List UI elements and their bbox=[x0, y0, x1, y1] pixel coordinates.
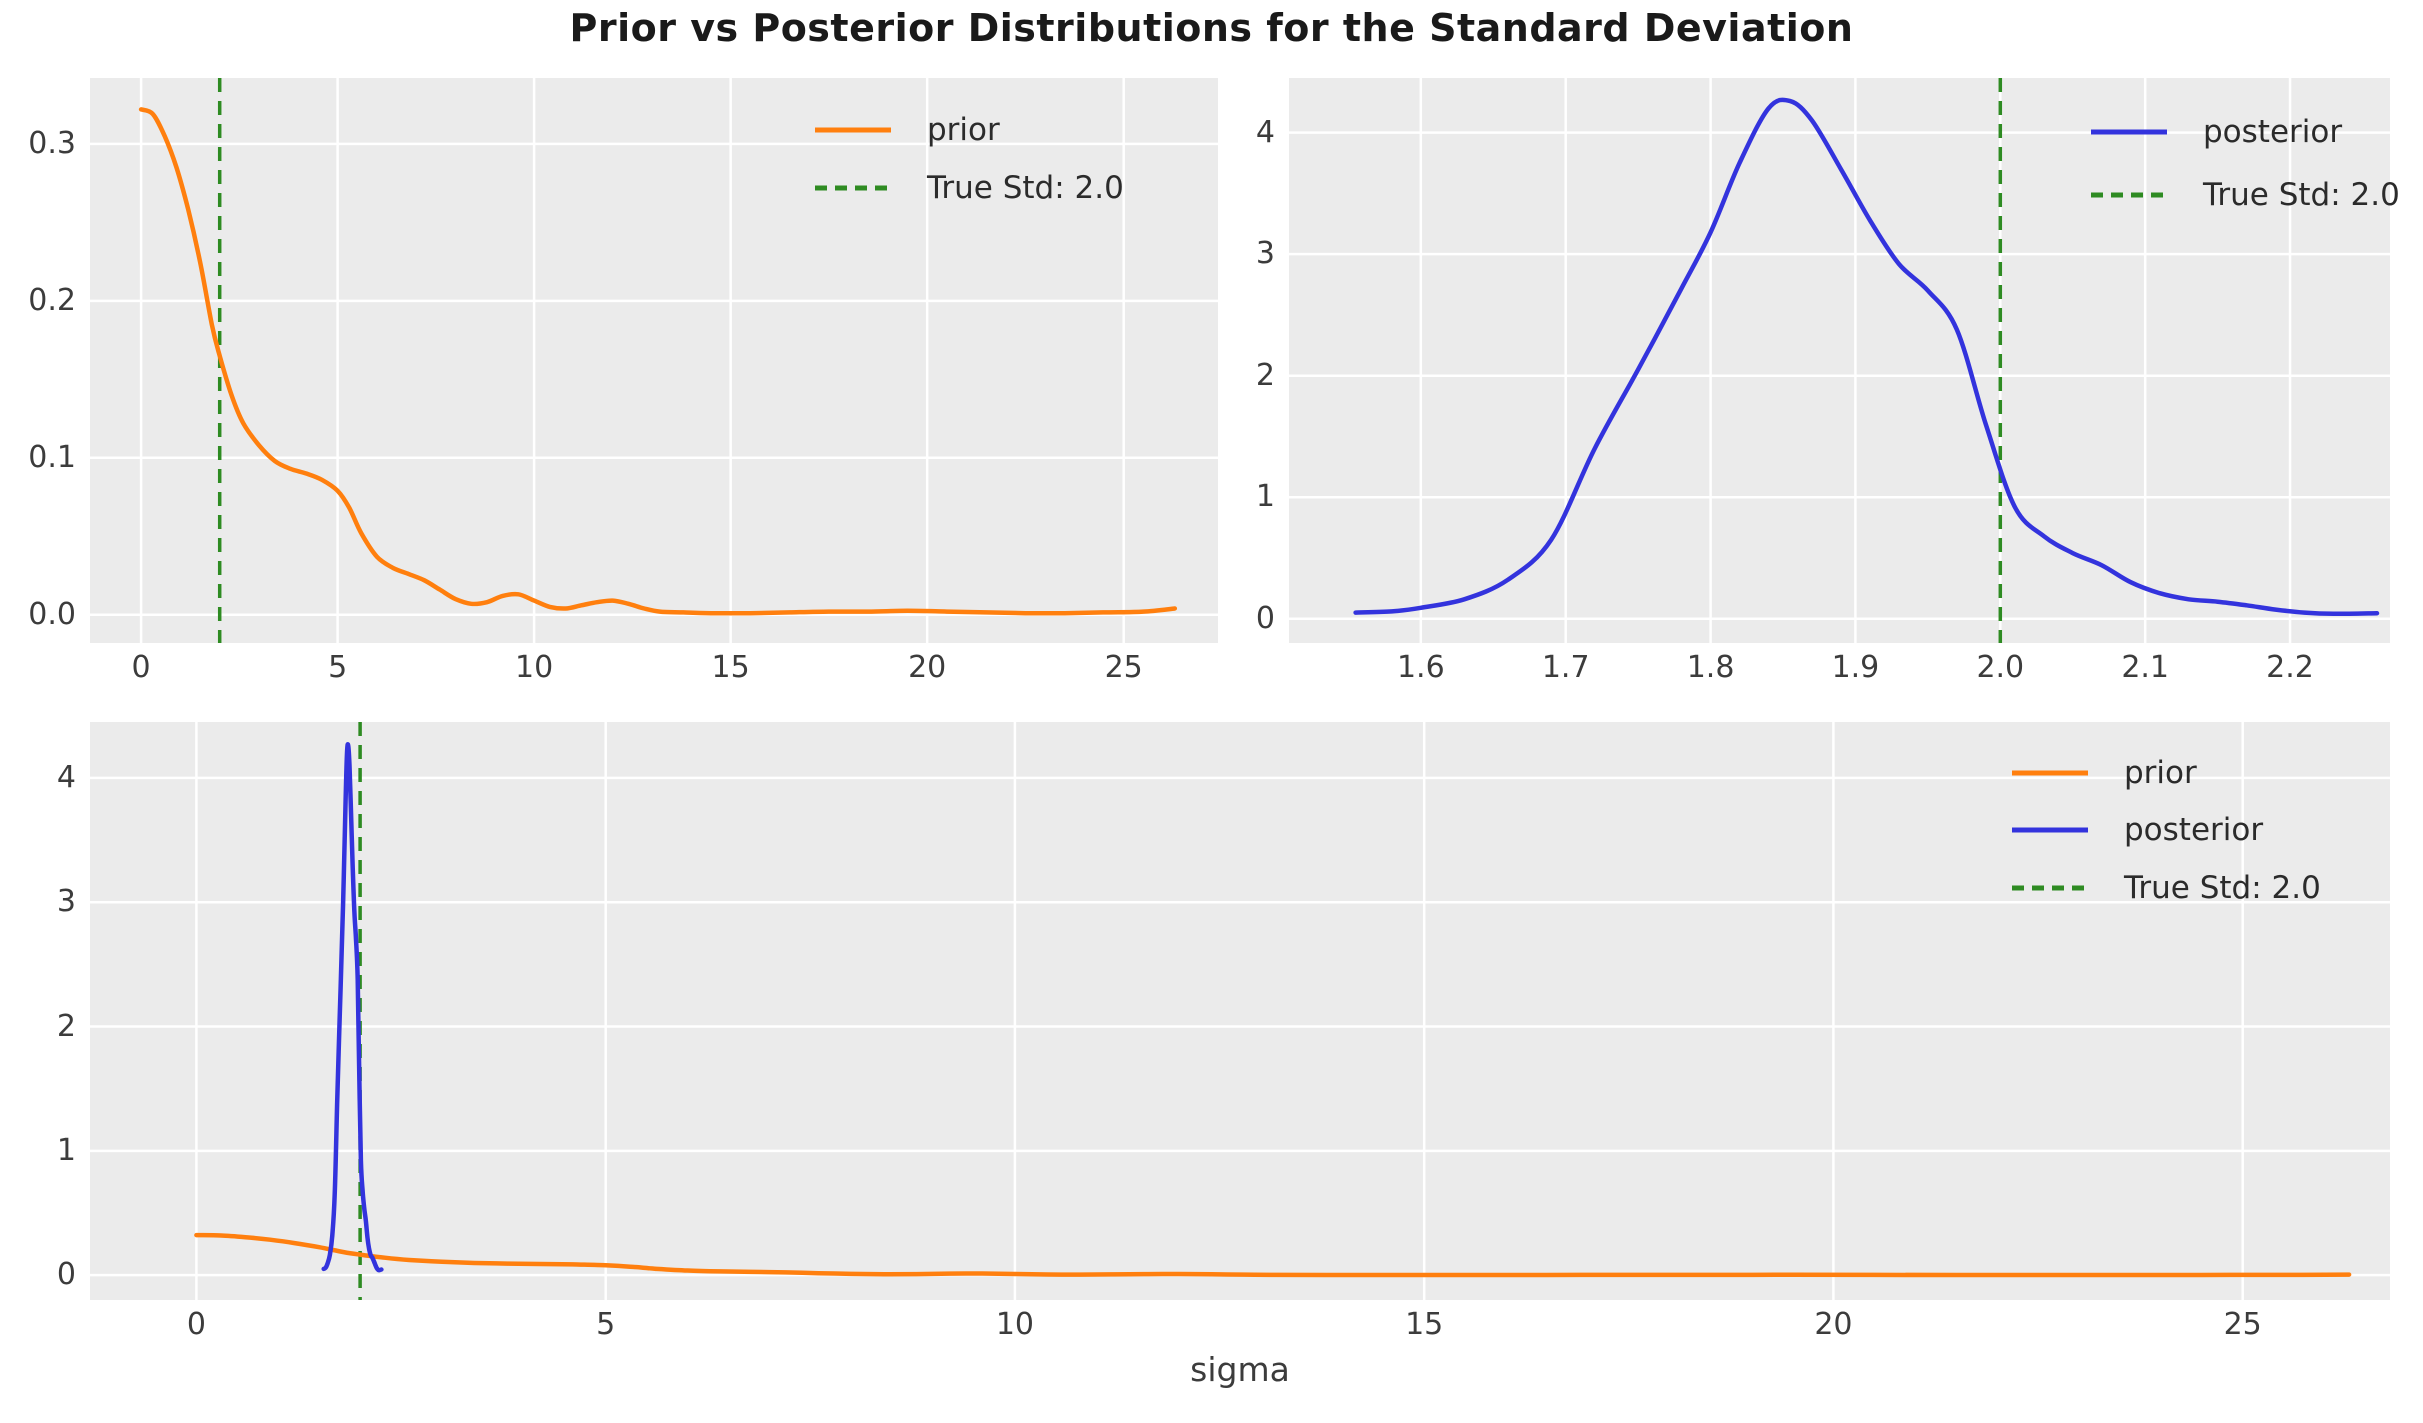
subplot-combined-ytick: 4 bbox=[56, 759, 76, 795]
legend-label: prior bbox=[927, 112, 1000, 148]
subplot-combined-xtick: 20 bbox=[1814, 1307, 1853, 1342]
subplot-posterior-ytick: 4 bbox=[1255, 114, 1275, 150]
subplot-combined-xtick: 0 bbox=[186, 1307, 206, 1342]
prior-line bbox=[138, 107, 1178, 616]
subplot-posterior-xtick: 1.6 bbox=[1396, 650, 1445, 685]
subplot-prior-ytick: 0.3 bbox=[28, 125, 76, 161]
subplot-posterior-xtick: 2.2 bbox=[2266, 650, 2314, 685]
legend-dashed-line-swatch bbox=[2091, 192, 2167, 198]
subplot-combined-xtick: 15 bbox=[1405, 1307, 1444, 1342]
subplot-posterior-xtick: 1.8 bbox=[1686, 650, 1735, 685]
subplot-prior-ytick: 0.1 bbox=[28, 439, 76, 475]
subplot-combined-ytick: 2 bbox=[56, 1008, 76, 1044]
legend-label: True Std: 2.0 bbox=[2203, 177, 2400, 213]
legend-label: prior bbox=[2124, 755, 2197, 791]
legend-label: True Std: 2.0 bbox=[927, 170, 1124, 206]
subplot-posterior-canvas bbox=[1289, 78, 2390, 643]
legend-line-swatch bbox=[815, 127, 891, 133]
prior-line bbox=[194, 1232, 2352, 1278]
x-axis-label-sigma: sigma bbox=[1190, 1350, 1290, 1389]
subplot-combined-ytick: 1 bbox=[56, 1132, 76, 1168]
subplot-prior-canvas bbox=[90, 78, 1218, 643]
subplot-prior-xtick: 10 bbox=[515, 650, 554, 685]
subplot-combined-xtick: 25 bbox=[2223, 1307, 2262, 1342]
legend-dashed-line-swatch bbox=[815, 185, 891, 191]
subplot-combined-ytick: 3 bbox=[56, 884, 76, 920]
subplot-combined bbox=[90, 722, 2390, 1300]
subplot-prior-xtick: 25 bbox=[1104, 650, 1143, 685]
subplot-posterior-ytick: 0 bbox=[1255, 600, 1275, 636]
subplot-combined-xtick: 10 bbox=[995, 1307, 1034, 1342]
legend-label: posterior bbox=[2203, 114, 2343, 150]
subplot-posterior-xtick: 1.9 bbox=[1831, 650, 1880, 685]
subplot-prior-xtick: 20 bbox=[908, 650, 947, 685]
subplot-posterior-ytick: 3 bbox=[1255, 236, 1275, 272]
subplot-posterior-ytick: 1 bbox=[1255, 479, 1275, 515]
subplot-posterior-xtick: 2.1 bbox=[2121, 650, 2170, 685]
subplot-prior-ytick: 0.2 bbox=[28, 282, 76, 318]
subplot-prior-xtick: 5 bbox=[328, 650, 348, 685]
posterior-line bbox=[321, 742, 384, 1273]
subplot-combined-ytick: 0 bbox=[56, 1257, 76, 1293]
subplot-combined-xtick: 5 bbox=[596, 1307, 616, 1342]
subplot-posterior-ytick: 2 bbox=[1255, 357, 1275, 393]
legend-dashed-line-swatch bbox=[2012, 885, 2088, 891]
legend-label: posterior bbox=[2124, 812, 2264, 848]
legend-line-swatch bbox=[2012, 770, 2088, 776]
subplot-prior-xtick: 15 bbox=[711, 650, 750, 685]
legend-line-swatch bbox=[2091, 129, 2167, 135]
subplot-prior-ytick: 0.0 bbox=[28, 596, 76, 632]
legend-label: True Std: 2.0 bbox=[2124, 870, 2321, 906]
subplot-combined-canvas bbox=[90, 722, 2390, 1300]
subplot-posterior-xtick: 2.0 bbox=[1976, 650, 2025, 685]
subplot-posterior-xtick: 1.7 bbox=[1541, 650, 1590, 685]
posterior-line bbox=[1353, 97, 2380, 617]
figure-title: Prior vs Posterior Distributions for the… bbox=[569, 6, 1854, 50]
subplot-posterior bbox=[1289, 78, 2390, 643]
subplot-prior-xtick: 0 bbox=[131, 650, 151, 685]
subplot-prior bbox=[90, 78, 1218, 643]
legend-line-swatch bbox=[2012, 827, 2088, 833]
